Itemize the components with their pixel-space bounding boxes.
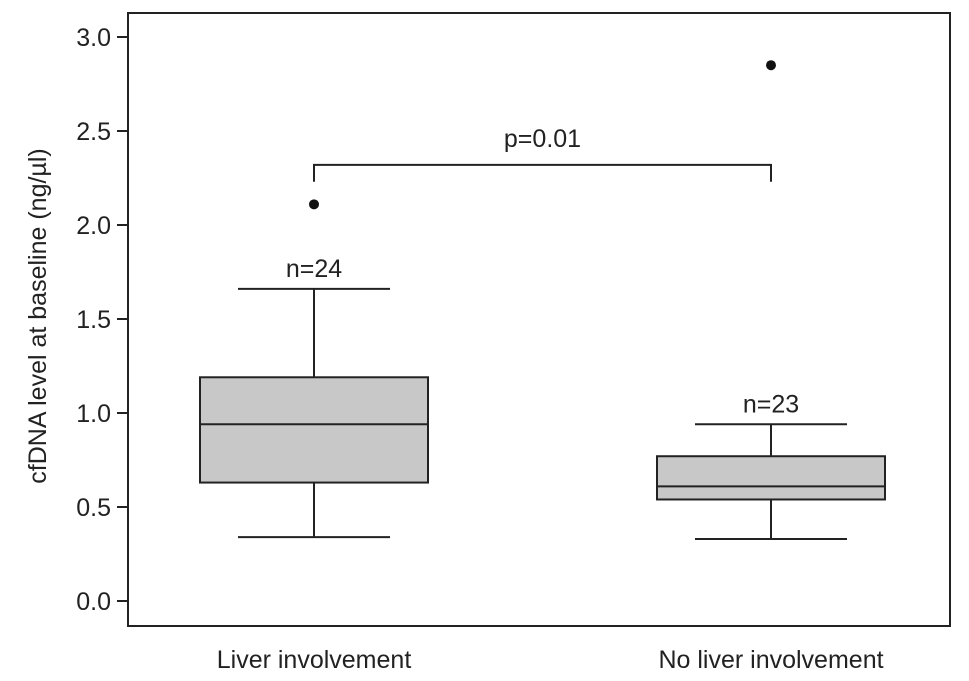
y-tick-label: 3.0 — [76, 24, 111, 52]
box-group: n=24 n=23 — [199, 60, 886, 540]
sample-size-label: n=23 — [743, 390, 799, 418]
y-tick-label: 1.5 — [76, 306, 111, 334]
box-iqr — [656, 455, 886, 501]
y-tick-label: 1.0 — [76, 400, 111, 428]
box-iqr — [199, 376, 429, 484]
category-label: No liver involvement — [658, 646, 883, 674]
y-tick-label: 2.5 — [76, 118, 111, 146]
y-axis: 0.0 0.5 1.0 1.5 2.0 2.5 3.0 — [76, 24, 128, 616]
plot-frame — [127, 12, 951, 627]
outlier-point — [309, 199, 319, 210]
outlier-point — [766, 60, 776, 71]
sample-size-label: n=24 — [286, 255, 342, 283]
category-label: Liver involvement — [217, 646, 412, 674]
category-labels: Liver involvement No liver involvement — [217, 646, 884, 674]
y-axis-label: cfDNA level at baseline (ng/µl) — [24, 148, 52, 483]
significance-bracket-line — [313, 163, 772, 182]
y-tick-label: 0.0 — [76, 588, 111, 616]
y-tick-label: 2.0 — [76, 212, 111, 240]
p-value-label: p=0.01 — [504, 125, 581, 153]
y-tick-label: 0.5 — [76, 494, 111, 522]
significance-bracket: p=0.01 — [313, 125, 772, 182]
